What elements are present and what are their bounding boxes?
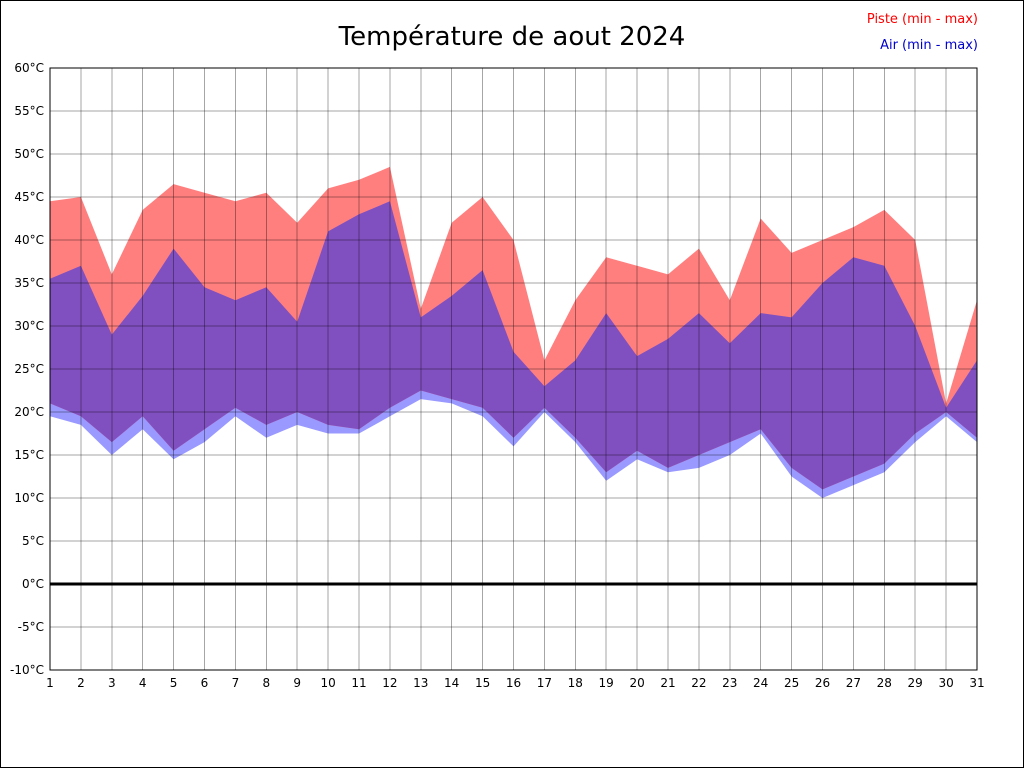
y-tick-label: 15°C xyxy=(14,448,44,462)
x-tick-label: 13 xyxy=(413,676,428,690)
chart-title: Température de aout 2024 xyxy=(338,22,686,52)
x-tick-label: 30 xyxy=(938,676,953,690)
y-tick-label: -5°C xyxy=(18,620,44,634)
y-tick-label: 25°C xyxy=(14,362,44,376)
x-tick-label: 6 xyxy=(201,676,209,690)
y-tick-label: 40°C xyxy=(14,233,44,247)
x-tick-label: 25 xyxy=(784,676,799,690)
x-tick-label: 5 xyxy=(170,676,178,690)
x-tick-label: 27 xyxy=(846,676,861,690)
x-tick-label: 9 xyxy=(293,676,301,690)
x-tick-label: 11 xyxy=(351,676,366,690)
x-tick-label: 7 xyxy=(232,676,240,690)
x-tick-label: 4 xyxy=(139,676,147,690)
y-tick-label: 60°C xyxy=(14,61,44,75)
x-tick-label: 10 xyxy=(320,676,335,690)
x-tick-label: 31 xyxy=(969,676,984,690)
x-tick-label: 8 xyxy=(262,676,270,690)
plot-border xyxy=(49,67,978,671)
gridlines xyxy=(49,67,978,671)
y-tick-label: -10°C xyxy=(10,663,44,677)
x-tick-label: 14 xyxy=(444,676,459,690)
x-tick-label: 3 xyxy=(108,676,116,690)
x-tick-label: 24 xyxy=(753,676,768,690)
y-axis-labels: 60°C 55°C 50°C 45°C 40°C 35°C 30°C 25°C 20°C 15°C… xyxy=(10,61,44,677)
x-tick-label: 29 xyxy=(908,676,923,690)
y-tick-label: 5°C xyxy=(22,534,44,548)
legend: Piste (min - max) Air (min - max) xyxy=(867,7,978,59)
x-tick-label: 22 xyxy=(691,676,706,690)
x-tick-label: 1 xyxy=(46,676,54,690)
x-tick-label: 16 xyxy=(506,676,521,690)
x-tick-label: 2 xyxy=(77,676,85,690)
y-tick-label: 55°C xyxy=(14,104,44,118)
y-tick-label: 20°C xyxy=(14,405,44,419)
x-axis-labels: 1 2 3 4 5 6 7 8 9 10 11 12 13 14 15 16 17 18 19 20 21 22 23 24 2… xyxy=(46,676,984,690)
y-tick-label: 45°C xyxy=(14,190,44,204)
legend-air-label: Air (min - max) xyxy=(880,38,978,53)
x-tick-label: 15 xyxy=(475,676,490,690)
x-tick-label: 12 xyxy=(382,676,397,690)
y-tick-label: 50°C xyxy=(14,147,44,161)
y-tick-label: 30°C xyxy=(14,319,44,333)
x-tick-label: 18 xyxy=(568,676,583,690)
y-tick-label: 35°C xyxy=(14,276,44,290)
x-tick-label: 26 xyxy=(815,676,830,690)
y-tick-label: 10°C xyxy=(14,491,44,505)
x-tick-label: 17 xyxy=(537,676,552,690)
overlap-band xyxy=(50,201,977,490)
y-tick-label: 0°C xyxy=(22,577,44,591)
x-tick-label: 20 xyxy=(629,676,644,690)
x-tick-label: 23 xyxy=(722,676,737,690)
legend-piste-label: Piste (min - max) xyxy=(866,12,978,27)
x-tick-label: 21 xyxy=(660,676,675,690)
x-tick-label: 19 xyxy=(599,676,614,690)
x-tick-label: 28 xyxy=(877,676,892,690)
